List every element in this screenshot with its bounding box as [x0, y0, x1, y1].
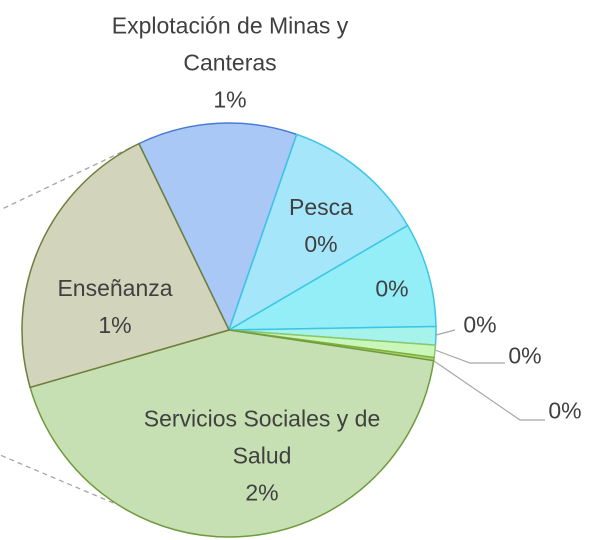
slice-label: 0%: [455, 307, 505, 344]
pie-slice: [227, 133, 409, 332]
slice-label: Servicios Sociales y de Salud 2%: [140, 401, 385, 512]
slice-label: Explotación de Minas y Canteras 1%: [105, 8, 355, 119]
leader-line: [433, 360, 545, 421]
connector-line: [0, 454, 131, 511]
pie-slice: [226, 224, 437, 331]
category-label: Enseñanza: [57, 275, 173, 301]
slice-label: Enseñanza 1%: [40, 270, 190, 344]
value-label: 0%: [463, 311, 497, 338]
category-label: Pesca: [289, 194, 353, 220]
pie-slice: [29, 329, 435, 538]
value-label: 0%: [375, 275, 409, 302]
value-label: 0%: [304, 231, 338, 257]
connector-line: [0, 147, 131, 211]
pie-slice: [21, 142, 231, 389]
leader-line: [435, 329, 456, 336]
value-label: 1%: [98, 312, 132, 338]
value-label: 0%: [548, 397, 582, 424]
slice-label: 0%: [540, 393, 590, 430]
slice-label: 0%: [500, 338, 550, 375]
pie-slice: [137, 122, 298, 332]
category-label: Explotación de Minas y Canteras: [111, 12, 349, 76]
value-label: 2%: [245, 479, 279, 506]
slice-label: Pesca 0%: [261, 189, 381, 263]
category-label: Servicios Sociales y de Salud: [143, 405, 381, 469]
value-label: 1%: [213, 86, 247, 113]
leader-line: [434, 349, 505, 364]
slice-label: 0%: [362, 271, 422, 308]
value-label: 0%: [508, 342, 542, 369]
